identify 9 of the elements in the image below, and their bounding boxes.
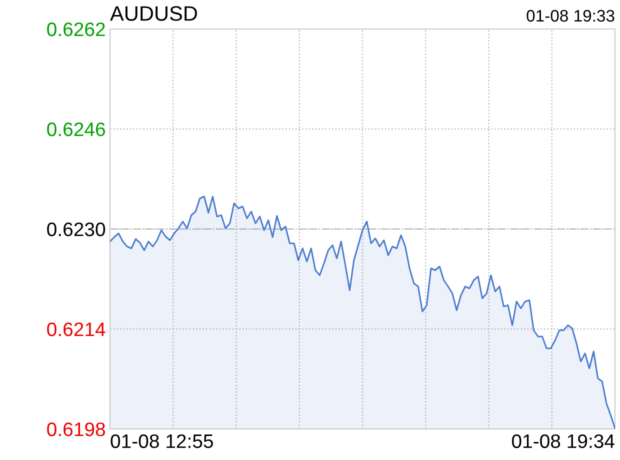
y-tick-label: 0.6198: [47, 422, 105, 436]
text: 01-08 19:34: [512, 434, 614, 448]
y-tick-label: 0.6246: [47, 122, 105, 136]
y-tick-label: 0.6262: [47, 22, 105, 36]
y-tick-label: 0.6214: [47, 322, 106, 336]
y-tick-label: 0.6230: [47, 222, 106, 236]
text: 01-08 12:55: [110, 434, 213, 448]
chart-subtitle: 01-08 19:33: [526, 10, 614, 22]
chart-title: AUDUSD: [110, 6, 197, 21]
